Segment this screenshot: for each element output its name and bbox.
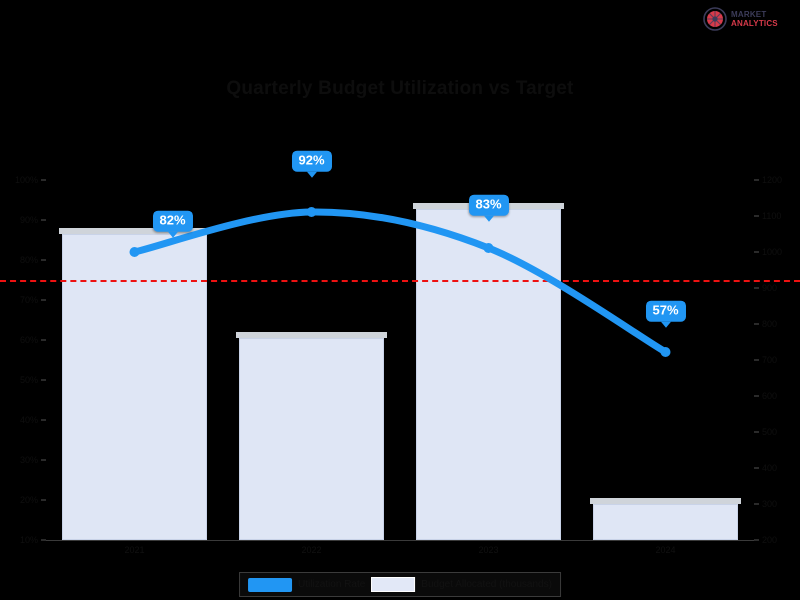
legend-item-1[interactable]: Budget Allocated (thousands)	[371, 577, 552, 592]
y-axis-left-tick: 90%	[19, 215, 38, 225]
y-axis-right-tick: 1100	[762, 211, 782, 221]
bar-2022[interactable]	[239, 338, 384, 540]
y-axis-left-tickmark	[41, 419, 46, 421]
bar-cap	[59, 228, 210, 234]
y-axis-left-tickmark	[41, 379, 46, 381]
y-axis-left-tickmark	[41, 499, 46, 501]
y-axis-right-tickmark	[754, 323, 759, 325]
y-axis-left-tick: 80%	[19, 255, 38, 265]
x-axis-baseline	[46, 540, 754, 541]
y-axis-left-tickmark	[41, 459, 46, 461]
bar-2024[interactable]	[593, 504, 738, 540]
y-axis-left-tick: 10%	[19, 535, 38, 545]
y-axis-left-tickmark	[41, 179, 46, 181]
bar-cap	[590, 498, 741, 504]
logo-line-2: ANALYTICS	[731, 18, 778, 28]
y-axis-left-tickmark	[41, 219, 46, 221]
y-axis-right-tickmark	[754, 251, 759, 253]
y-axis-right-tick: 600	[762, 391, 778, 401]
y-axis-right: 1200 1100 1000 900 800 700 600 500 400 300 200	[754, 0, 800, 600]
line-marker-2024[interactable]	[660, 347, 671, 357]
logo-wordmark: MARKET ANALYTICS	[731, 9, 778, 28]
data-label-tail	[483, 216, 494, 222]
bar-2023[interactable]	[416, 208, 561, 540]
y-axis-left: 100% 90% 80% 70% 60% 50% 40% 30% 20% 10%	[0, 0, 46, 600]
bar-2021[interactable]	[62, 234, 207, 540]
x-axis-tick-2021: 2021	[124, 545, 145, 555]
line-marker-2023[interactable]	[483, 243, 494, 253]
y-axis-right-tickmark	[754, 215, 759, 217]
data-label-value: 83%	[468, 194, 509, 216]
y-axis-left-tickmark	[41, 259, 46, 261]
x-axis-tick-2022: 2022	[301, 545, 322, 555]
y-axis-left-tick: 60%	[19, 335, 38, 345]
legend-swatch-bar	[371, 577, 416, 592]
data-label-value: 82%	[152, 210, 193, 232]
y-axis-right-tick: 700	[762, 355, 778, 365]
data-label-value: 57%	[645, 300, 686, 322]
y-axis-left-tick: 40%	[19, 415, 38, 425]
y-axis-right-tick: 500	[762, 427, 778, 437]
y-axis-right-tickmark	[754, 539, 759, 541]
y-axis-right-tick: 200	[762, 535, 778, 545]
bar-cap	[236, 332, 387, 339]
data-label-value: 92%	[291, 150, 332, 172]
data-label-tail	[306, 172, 317, 178]
y-axis-right-tickmark	[754, 287, 759, 289]
data-label-2024: 57%	[645, 300, 686, 328]
y-axis-left-tickmark	[41, 299, 46, 301]
x-axis-tick-2024: 2024	[655, 545, 676, 555]
y-axis-left-tickmark	[41, 539, 46, 541]
data-label-2021: 82%	[152, 210, 193, 238]
chart-legend: Utilization Rate Budget Allocated (thousa…	[239, 572, 561, 597]
x-axis-tick-2023: 2023	[478, 545, 499, 555]
legend-label: Utilization Rate	[298, 579, 366, 590]
legend-item-0[interactable]: Utilization Rate	[248, 577, 366, 592]
line-marker-2022[interactable]	[306, 207, 317, 217]
chart-title: Quarterly Budget Utilization vs Target	[226, 78, 574, 99]
y-axis-right-tick: 300	[762, 499, 778, 509]
y-axis-right-tickmark	[754, 179, 759, 181]
y-axis-right-tick: 800	[762, 319, 778, 329]
y-axis-left-tick: 30%	[19, 455, 38, 465]
y-axis-right-tick: 1200	[762, 175, 783, 185]
y-axis-left-tick: 70%	[19, 295, 38, 305]
y-axis-left-tick: 100%	[14, 175, 38, 185]
y-axis-left-tick: 50%	[19, 375, 38, 385]
logo-line-1: MARKET	[731, 9, 767, 19]
y-axis-right-tickmark	[754, 467, 759, 469]
y-axis-left-tickmark	[41, 339, 46, 341]
y-axis-right-tick: 1000	[762, 247, 783, 257]
legend-swatch-line	[248, 577, 293, 592]
brand-logo: MARKET ANALYTICS	[702, 4, 794, 34]
globe-emblem-icon	[702, 6, 728, 32]
legend-label: Budget Allocated (thousands)	[421, 579, 552, 590]
y-axis-right-tickmark	[754, 503, 759, 505]
y-axis-right-tick: 400	[762, 463, 778, 473]
y-axis-right-tickmark	[754, 359, 759, 361]
target-reference-line	[0, 280, 800, 282]
data-label-2023: 83%	[468, 194, 509, 222]
utilization-line	[131, 208, 669, 356]
data-label-tail	[167, 232, 178, 238]
y-axis-right-tickmark	[754, 395, 759, 397]
data-label-2022: 92%	[291, 150, 332, 178]
y-axis-right-tick: 900	[762, 283, 778, 293]
y-axis-right-tickmark	[754, 431, 759, 433]
line-marker-2021[interactable]	[129, 247, 140, 257]
y-axis-left-tick: 20%	[19, 495, 38, 505]
data-label-tail	[660, 322, 671, 328]
